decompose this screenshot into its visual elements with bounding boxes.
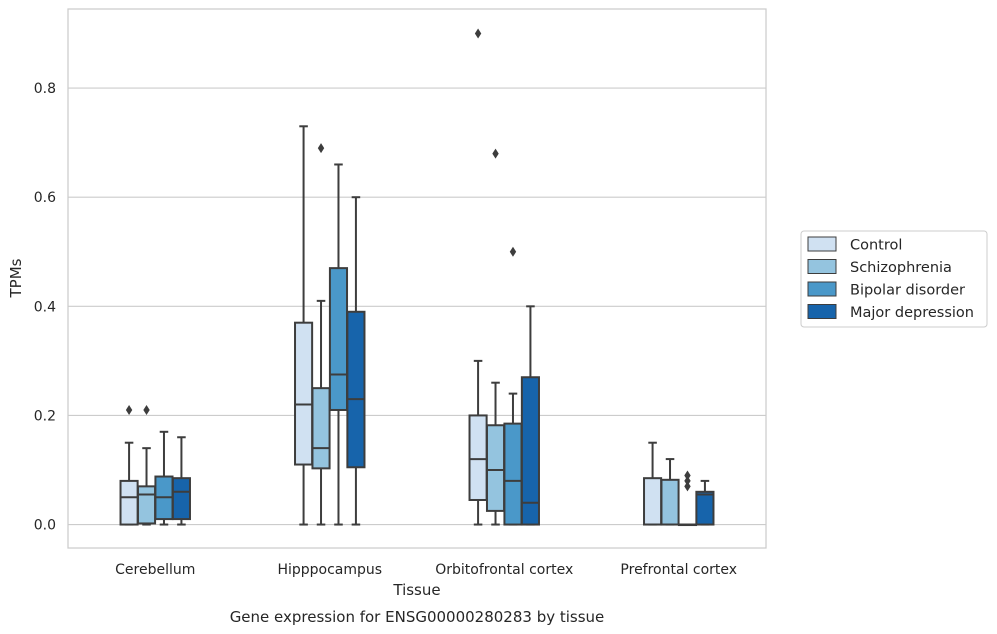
box-iqr — [485, 424, 506, 512]
legend-swatch — [807, 281, 837, 297]
box-plot — [695, 479, 715, 526]
y-tick-label: 0.6 — [34, 190, 56, 206]
box-plot — [328, 163, 349, 526]
box-iqr — [660, 478, 680, 526]
legend-label: Major depression — [850, 305, 974, 321]
y-tick-label: 0.2 — [34, 408, 56, 424]
box-iqr — [294, 321, 314, 466]
outlier-point — [492, 148, 499, 159]
x-tick-label: Hipppocampus — [277, 562, 382, 578]
y-axis-label: TPMs — [7, 258, 25, 298]
outlier-point — [684, 470, 691, 481]
legend-label: Control — [850, 238, 902, 254]
box-plot — [119, 404, 139, 526]
box-plot — [171, 436, 191, 526]
legend-item: Bipolar disorder — [807, 281, 965, 299]
legend-swatch — [807, 259, 837, 274]
box-plot — [346, 196, 366, 526]
box-iqr — [171, 477, 191, 521]
x-axis-label: Tissue — [392, 581, 440, 599]
outlier-point — [684, 481, 691, 492]
legend: Control Schizophrenia Bipolar disorder Majo… — [800, 230, 988, 328]
box-plot — [660, 458, 680, 526]
box-iqr — [695, 490, 715, 526]
box-plot — [520, 305, 540, 526]
outlier-point — [474, 28, 482, 39]
legend-swatch — [807, 304, 837, 319]
category-group — [468, 28, 540, 526]
legend-label: Schizophrenia — [850, 260, 952, 276]
box-iqr — [520, 376, 540, 526]
box-groups — [119, 28, 715, 527]
box-iqr — [119, 479, 139, 526]
x-tick-label: Orbitofrontal cortex — [435, 562, 573, 578]
y-tick-label: 0.4 — [34, 299, 56, 315]
box-plot — [485, 148, 506, 526]
box-plot — [136, 404, 157, 526]
box-plot — [643, 441, 663, 526]
box-iqr — [136, 485, 157, 525]
category-group — [643, 441, 715, 527]
box-iqr — [346, 310, 366, 469]
y-tick-label: 0.8 — [34, 81, 56, 97]
box-iqr — [643, 477, 663, 526]
box-iqr — [328, 267, 349, 411]
category-group — [294, 125, 366, 526]
box-iqr — [468, 414, 488, 501]
y-tick-label: 0.0 — [34, 518, 56, 534]
category-group — [119, 404, 191, 526]
legend-frame — [800, 230, 988, 328]
box-plot — [311, 143, 331, 526]
outlier-point — [125, 404, 133, 415]
x-tick-label: Cerebellum — [115, 562, 195, 578]
y-axis-ticks: 0.0 0.2 0.4 0.6 0.8 — [34, 81, 56, 533]
box-plot — [468, 28, 488, 526]
outlier-point — [317, 143, 325, 154]
outlier-point — [684, 475, 691, 486]
box-plot — [294, 125, 314, 526]
box-iqr — [311, 387, 331, 470]
plot-area — [67, 8, 767, 549]
grid-lines — [68, 87, 766, 526]
box-plot — [677, 470, 698, 527]
x-tick-label: Prefrontal cortex — [620, 562, 737, 578]
legend-label: Bipolar disorder — [850, 283, 965, 299]
outlier-point — [509, 246, 517, 257]
outlier-point — [143, 404, 150, 415]
box-iqr — [503, 422, 523, 526]
box-plot — [503, 246, 523, 526]
box-plot — [154, 430, 174, 526]
legend-swatch — [807, 236, 837, 252]
legend-item: Control — [807, 236, 902, 254]
legend-item: Major depression — [807, 304, 974, 321]
legend-item: Schizophrenia — [807, 259, 952, 276]
x-axis-ticks: Cerebellum Hipppocampus Orbitofrontal cort… — [115, 562, 737, 578]
chart-caption: Gene expression for ENSG00000280283 by t… — [230, 608, 605, 626]
